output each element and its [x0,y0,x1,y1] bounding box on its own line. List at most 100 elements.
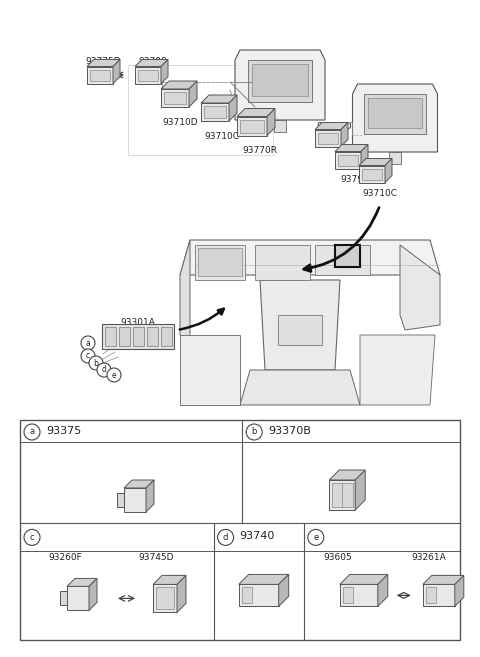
Bar [204,106,226,118]
Polygon shape [378,574,388,606]
Polygon shape [67,578,97,587]
Bar [335,152,361,168]
Bar [255,245,310,280]
Bar [426,587,436,603]
Polygon shape [359,158,392,166]
Polygon shape [355,470,365,510]
Bar [138,70,158,81]
Text: 93605: 93605 [324,553,352,562]
Polygon shape [400,245,440,330]
Bar [335,245,360,267]
Polygon shape [315,122,348,129]
Circle shape [308,530,324,545]
Bar [239,584,279,606]
Polygon shape [229,95,237,121]
Circle shape [81,349,95,363]
Bar [20,420,460,640]
Bar [147,327,158,346]
Bar [156,587,174,610]
Text: 93775D: 93775D [85,57,120,66]
Bar [201,103,229,121]
Circle shape [24,530,40,545]
Bar [342,483,353,507]
Bar [332,483,343,507]
Text: c: c [30,533,34,542]
Circle shape [24,424,40,440]
Bar [315,245,370,275]
Bar [124,488,146,512]
Text: 93745D: 93745D [138,553,173,562]
Text: c: c [86,351,90,361]
Polygon shape [352,84,437,152]
Bar [133,327,144,346]
Bar [359,166,385,183]
Text: 93770R: 93770R [242,146,277,155]
Text: e: e [313,533,318,542]
Bar [117,493,124,507]
Polygon shape [423,576,464,584]
Polygon shape [113,60,120,83]
Polygon shape [267,108,275,135]
Bar [90,70,110,81]
Bar [364,93,426,135]
Polygon shape [124,480,154,488]
Polygon shape [329,470,365,480]
Polygon shape [340,574,388,584]
Bar [102,323,174,348]
Polygon shape [237,108,275,116]
Bar [343,587,353,603]
Circle shape [246,424,262,440]
Text: a: a [85,338,90,348]
Text: a: a [29,428,35,436]
Bar [242,587,252,603]
Text: 93710D: 93710D [316,122,352,131]
Text: d: d [102,365,107,374]
Bar [252,64,308,96]
Circle shape [97,363,111,377]
Text: b: b [94,359,98,367]
Text: 93710D: 93710D [162,118,198,127]
Polygon shape [180,335,240,405]
Polygon shape [177,576,186,612]
Polygon shape [153,576,186,584]
Polygon shape [146,480,154,512]
Bar [195,245,245,280]
Polygon shape [135,60,168,66]
Text: 93710C: 93710C [204,132,239,141]
Polygon shape [201,95,237,103]
Polygon shape [161,81,197,89]
Bar [329,480,355,510]
Text: b: b [252,428,257,436]
Circle shape [89,356,103,370]
Polygon shape [361,145,368,168]
Polygon shape [341,122,348,147]
Bar [278,315,322,345]
Bar [128,65,273,155]
Polygon shape [260,280,340,370]
Bar [87,66,113,83]
Text: e: e [112,371,116,380]
Text: 93370B: 93370B [268,426,311,436]
Bar [161,89,189,107]
Text: 93790: 93790 [138,57,167,66]
Polygon shape [279,574,288,606]
Bar [161,327,172,346]
Polygon shape [455,576,464,606]
Bar [318,133,338,143]
Bar [274,120,286,132]
Bar [67,587,89,610]
Bar [248,60,312,102]
Text: 93710C: 93710C [362,189,397,198]
Circle shape [217,530,234,545]
Circle shape [107,368,121,382]
Text: 93301A: 93301A [120,318,156,327]
Polygon shape [360,335,435,405]
Polygon shape [87,60,120,66]
Polygon shape [239,574,288,584]
Text: 93790: 93790 [340,175,369,184]
Circle shape [81,336,95,350]
Bar [135,66,161,83]
Bar [153,584,177,612]
Bar [198,248,242,276]
Bar [105,327,116,346]
